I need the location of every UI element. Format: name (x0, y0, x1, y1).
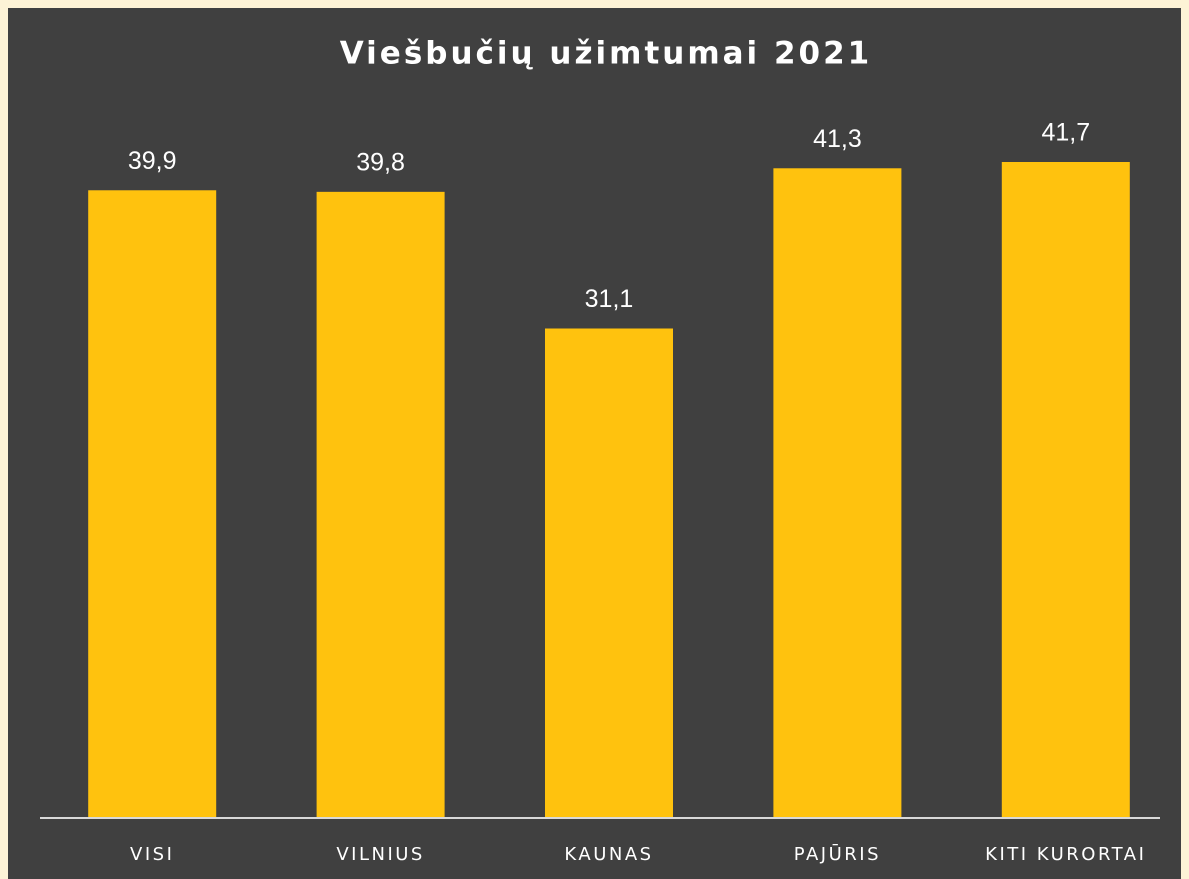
value-label: 31,1 (585, 285, 634, 313)
x-tick-label: KITI KURORTAI (985, 844, 1146, 865)
bar (545, 328, 673, 817)
value-label: 41,3 (813, 125, 862, 153)
x-tick-label: VISI (130, 844, 174, 865)
bar (773, 168, 902, 818)
value-label: 41,7 (1041, 119, 1090, 147)
x-tick-label: KAUNAS (564, 844, 653, 865)
bar (88, 190, 217, 817)
bar (1001, 162, 1130, 817)
value-label: 39,8 (356, 148, 405, 176)
x-tick-label: VILNIUS (336, 844, 425, 865)
value-label: 39,9 (128, 147, 177, 175)
bar (316, 191, 445, 818)
chart-title: Viešbučių užimtumai 2021 (340, 36, 873, 72)
x-tick-label: PAJŪRIS (794, 843, 881, 865)
